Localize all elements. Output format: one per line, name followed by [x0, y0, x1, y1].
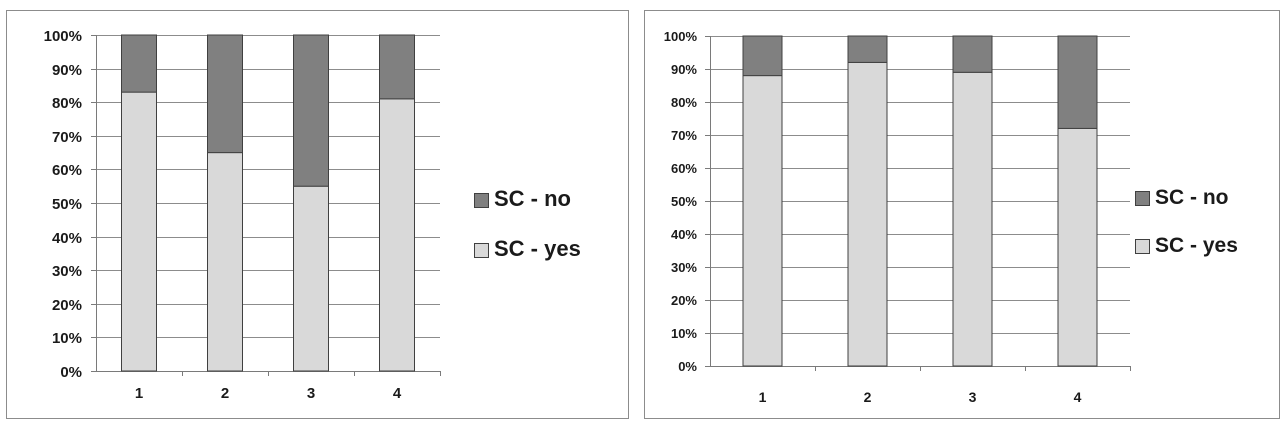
y-tick-label: 40%	[52, 230, 82, 247]
y-tick-label: 10%	[671, 326, 697, 341]
legend-swatch	[1135, 191, 1150, 206]
bar-segment-sc-yes	[293, 185, 329, 372]
bar-segment-sc-yes	[952, 71, 993, 367]
y-tick-label: 20%	[52, 297, 82, 314]
legend-label: SC - yes	[494, 236, 581, 261]
chart-panel-right: 0% 10% 20% 30% 40% 50% 60% 70% 80% 90% 100% 1 2 3 4 SC …	[643, 0, 1282, 432]
y-tick-label: 70%	[671, 128, 697, 143]
bar-segment-sc-no	[293, 34, 329, 187]
stacked-bar-chart-left: 0% 10% 20% 30% 40% 50% 60% 70% 80% 90% 100% 1 2 3 4 SC …	[6, 10, 629, 419]
x-tick-label: 4	[393, 385, 402, 402]
bar-segment-sc-yes	[121, 91, 157, 372]
bar-segment-sc-no	[379, 34, 415, 100]
y-tick-label: 70%	[52, 129, 82, 146]
legend-swatch	[474, 193, 489, 208]
y-tick-label: 60%	[52, 162, 82, 179]
bar-segment-sc-yes	[1057, 127, 1098, 367]
y-tick-label: 100%	[44, 28, 82, 45]
bar-segment-sc-no	[742, 35, 783, 77]
y-tick-label: 100%	[664, 29, 698, 44]
bar-segment-sc-yes	[742, 75, 783, 367]
x-tick-label: 2	[864, 389, 872, 405]
bar-segment-sc-no	[952, 35, 993, 73]
bar-segment-sc-yes	[847, 61, 888, 367]
y-tick-label: 0%	[678, 359, 697, 374]
y-tick-label: 20%	[671, 293, 697, 308]
x-tick-label: 1	[135, 385, 143, 402]
y-tick-label: 60%	[671, 161, 697, 176]
y-tick-label: 50%	[52, 196, 82, 213]
x-tick-label: 4	[1074, 389, 1082, 405]
y-tick-label: 10%	[52, 330, 82, 347]
bar-segment-sc-no	[121, 34, 157, 93]
bar-segment-sc-no	[207, 34, 243, 154]
y-tick-label: 90%	[671, 62, 697, 77]
y-tick-label: 30%	[671, 260, 697, 275]
x-tick-label: 3	[969, 389, 977, 405]
legend-label: SC - yes	[1155, 234, 1238, 257]
x-tick-label: 3	[307, 385, 315, 402]
y-tick-label: 0%	[60, 364, 82, 381]
y-tick-label: 80%	[671, 95, 697, 110]
x-tick-label: 2	[221, 385, 229, 402]
legend-swatch	[1135, 239, 1150, 254]
bar-segment-sc-no	[847, 35, 888, 63]
y-tick-label: 90%	[52, 62, 82, 79]
y-tick-label: 30%	[52, 263, 82, 280]
bar-segment-sc-yes	[207, 152, 243, 372]
bar-segment-sc-yes	[379, 98, 415, 372]
y-tick-label: 50%	[671, 194, 697, 209]
y-tick-label: 40%	[671, 227, 697, 242]
stacked-bar-chart-right: 0% 10% 20% 30% 40% 50% 60% 70% 80% 90% 100% 1 2 3 4 SC …	[644, 10, 1280, 419]
legend-label: SC - no	[494, 186, 571, 211]
bar-segment-sc-no	[1057, 35, 1098, 129]
legend-swatch	[474, 243, 489, 258]
chart-panel-left: 0% 10% 20% 30% 40% 50% 60% 70% 80% 90% 100% 1 2 3 4 SC …	[0, 0, 636, 432]
y-tick-label: 80%	[52, 95, 82, 112]
legend-label: SC - no	[1155, 186, 1229, 209]
x-tick-label: 1	[759, 389, 767, 405]
